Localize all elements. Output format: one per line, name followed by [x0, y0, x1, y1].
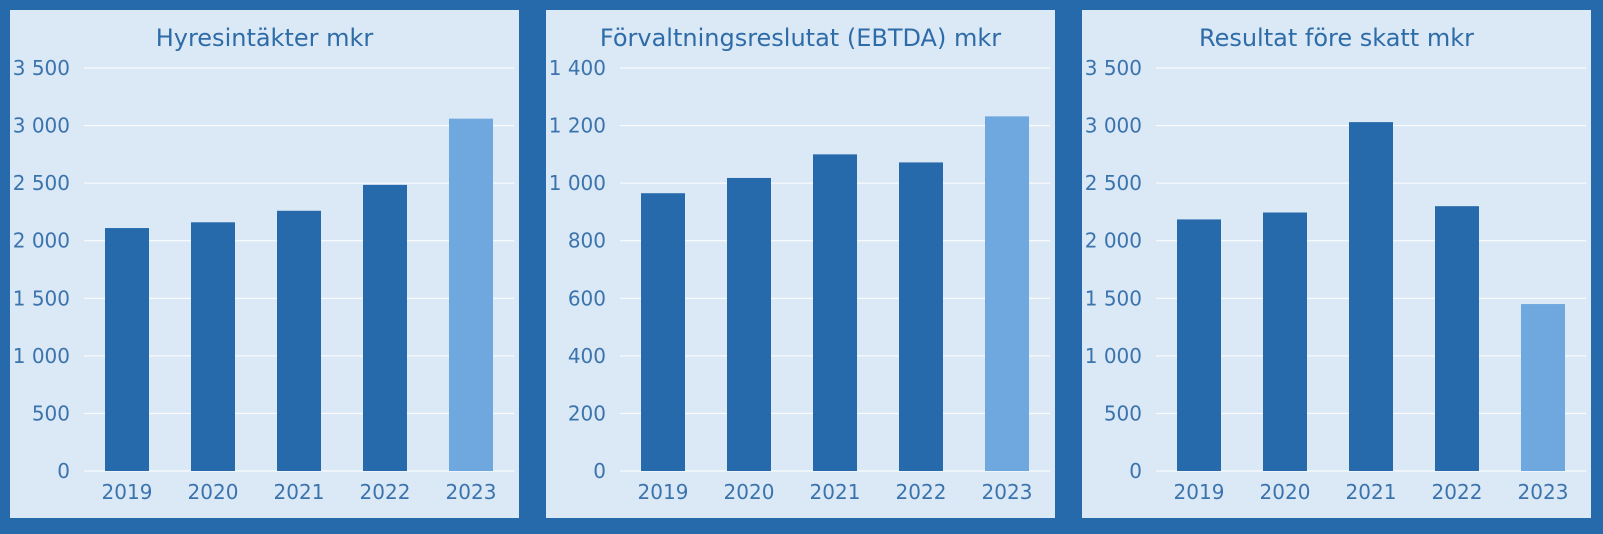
x-tick-label: 2021: [810, 480, 861, 504]
y-tick-label: 1 000: [13, 344, 70, 368]
y-tick-label: 2 500: [13, 171, 70, 195]
chart-svg: 0 500 1 000 1 500 2 000 2 500 3 000 3 500 2019 20…: [1085, 56, 1586, 504]
y-tick-label: 1 500: [1085, 286, 1142, 310]
y-tick-label: 3 500: [13, 56, 70, 80]
x-tick-label: 2022: [360, 480, 411, 504]
y-tick-label: 2 500: [1085, 171, 1142, 195]
x-tick-label: 2019: [1174, 480, 1225, 504]
x-tick-label: 2023: [1518, 480, 1569, 504]
y-tick-label: 1 500: [13, 286, 70, 310]
x-tick-label: 2021: [1346, 480, 1397, 504]
y-tick-label: 0: [57, 459, 70, 483]
y-tick-label: 600: [568, 286, 606, 310]
x-tick-label: 2022: [896, 480, 947, 504]
chart-title: Resultat före skatt mkr: [1198, 24, 1475, 52]
x-tick-label: 2023: [446, 480, 497, 504]
bar-2023: [985, 116, 1029, 472]
bar-2020: [1263, 212, 1307, 472]
y-tick-label: 2 000: [1085, 229, 1142, 253]
y-tick-label: 1 000: [549, 171, 606, 195]
chart-title: Förvaltningsreslutat (EBTDA) mkr: [599, 24, 1002, 52]
x-tick-label: 2020: [724, 480, 775, 504]
x-tick-label: 2020: [1260, 480, 1311, 504]
bar-2021: [1349, 122, 1393, 472]
bar-2022: [363, 184, 407, 471]
bar-2020: [727, 177, 771, 471]
x-tick-label: 2023: [982, 480, 1033, 504]
y-tick-label: 0: [1129, 459, 1142, 483]
y-tick-label: 1 400: [549, 56, 606, 80]
y-tick-label: 1 000: [1085, 344, 1142, 368]
y-tick-label: 500: [1104, 401, 1142, 425]
bar-2023: [449, 118, 493, 472]
y-tick-label: 3 500: [1085, 56, 1142, 80]
bar-2021: [277, 210, 321, 471]
bar-2021: [813, 154, 857, 471]
chart-panel-hyresintakter: Hyresintäkter mkr 0 500 1 000 1 500 2 000 2 5…: [10, 10, 519, 518]
x-tick-label: 2019: [638, 480, 689, 504]
y-tick-label: 800: [568, 229, 606, 253]
bar-2020: [191, 222, 235, 471]
y-tick-label: 500: [32, 401, 70, 425]
y-tick-label: 2 000: [13, 229, 70, 253]
x-tick-label: 2020: [188, 480, 239, 504]
x-tick-label: 2021: [274, 480, 325, 504]
y-tick-label: 0: [593, 459, 606, 483]
bar-2019: [105, 228, 149, 471]
x-tick-label: 2022: [1432, 480, 1483, 504]
chart-panel-forvaltningsresultat: Förvaltningsreslutat (EBTDA) mkr 0 200 400…: [546, 10, 1055, 518]
bar-2022: [1435, 206, 1479, 471]
x-tick-label: 2019: [102, 480, 153, 504]
y-tick-label: 3 000: [13, 114, 70, 138]
chart-panel-resultat-fore-skatt: Resultat före skatt mkr 0 500 1 000 1 500 2 …: [1082, 10, 1591, 518]
y-tick-label: 1 200: [549, 114, 606, 138]
bar-2019: [641, 193, 685, 472]
bar-2019: [1177, 219, 1221, 471]
chart-svg: 0 500 1 000 1 500 2 000 2 500 3 000 3 500 2019 20…: [13, 56, 514, 504]
chart-svg: 0 200 400 600 800 1 000 1 200 1 400 2019 2020 2021…: [549, 56, 1050, 504]
y-tick-label: 400: [568, 344, 606, 368]
bar-2022: [899, 162, 943, 471]
y-tick-label: 3 000: [1085, 114, 1142, 138]
bar-2023: [1521, 304, 1565, 471]
y-tick-label: 200: [568, 401, 606, 425]
chart-title: Hyresintäkter mkr: [155, 24, 374, 52]
